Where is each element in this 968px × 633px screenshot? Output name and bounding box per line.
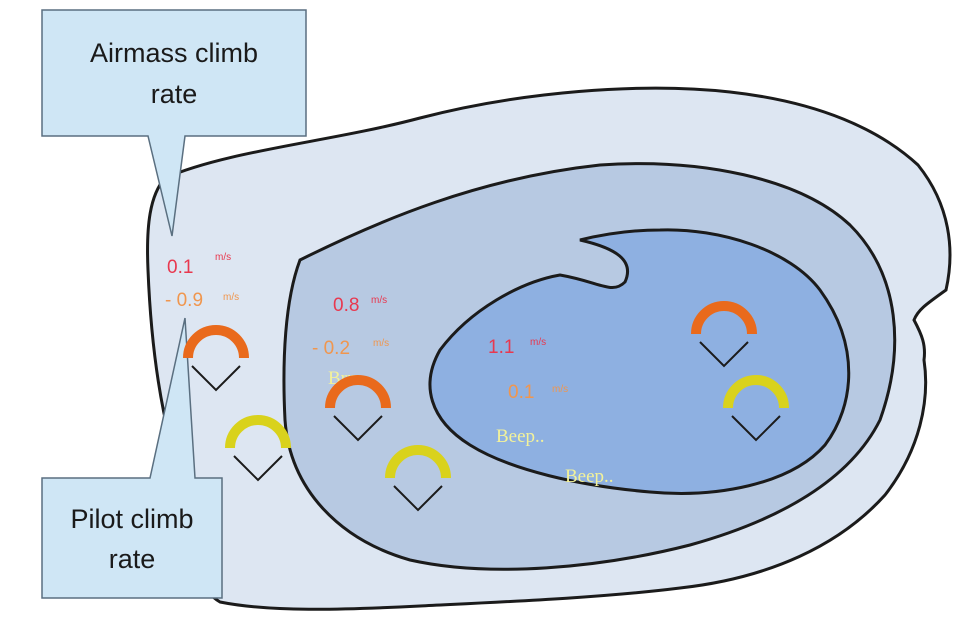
pilot-callout-line1: Pilot climb [70, 504, 193, 534]
paraglider-icon [225, 415, 291, 482]
outer-airmass-unit: m/s [215, 252, 231, 263]
outer-pilot-unit: m/s [223, 292, 239, 303]
inner-pilot-value: 0.1 [508, 382, 534, 403]
inner-pilot-unit: m/s [552, 384, 568, 395]
outer-pilot-value: - 0.9 [165, 290, 203, 311]
airmass-callout-line2: rate [151, 79, 198, 109]
inner-airmass-unit: m/s [530, 337, 546, 348]
middle-pilot-unit: m/s [373, 338, 389, 349]
inner-airmass-value: 1.1 [488, 337, 514, 358]
airmass-callout-box [41, 9, 307, 237]
paraglider-icon [183, 325, 249, 392]
middle-airmass-unit: m/s [371, 295, 387, 306]
outer-airmass-value: 0.1 [167, 257, 193, 278]
paraglider-icon [691, 301, 757, 368]
paraglider-icon [385, 445, 451, 512]
pilot-callout-line2: rate [109, 544, 156, 574]
middle-pilot-value: - 0.2 [312, 338, 350, 359]
paraglider-icon [325, 375, 391, 442]
inner-sound-beep-1: Beep.. [496, 426, 545, 447]
inner-sound-beep-2: Beep.. [565, 466, 614, 487]
middle-airmass-value: 0.8 [333, 295, 359, 316]
pilot-callout-box [41, 317, 223, 599]
paraglider-icon [723, 375, 789, 442]
airmass-callout-line1: Airmass climb [90, 38, 258, 68]
